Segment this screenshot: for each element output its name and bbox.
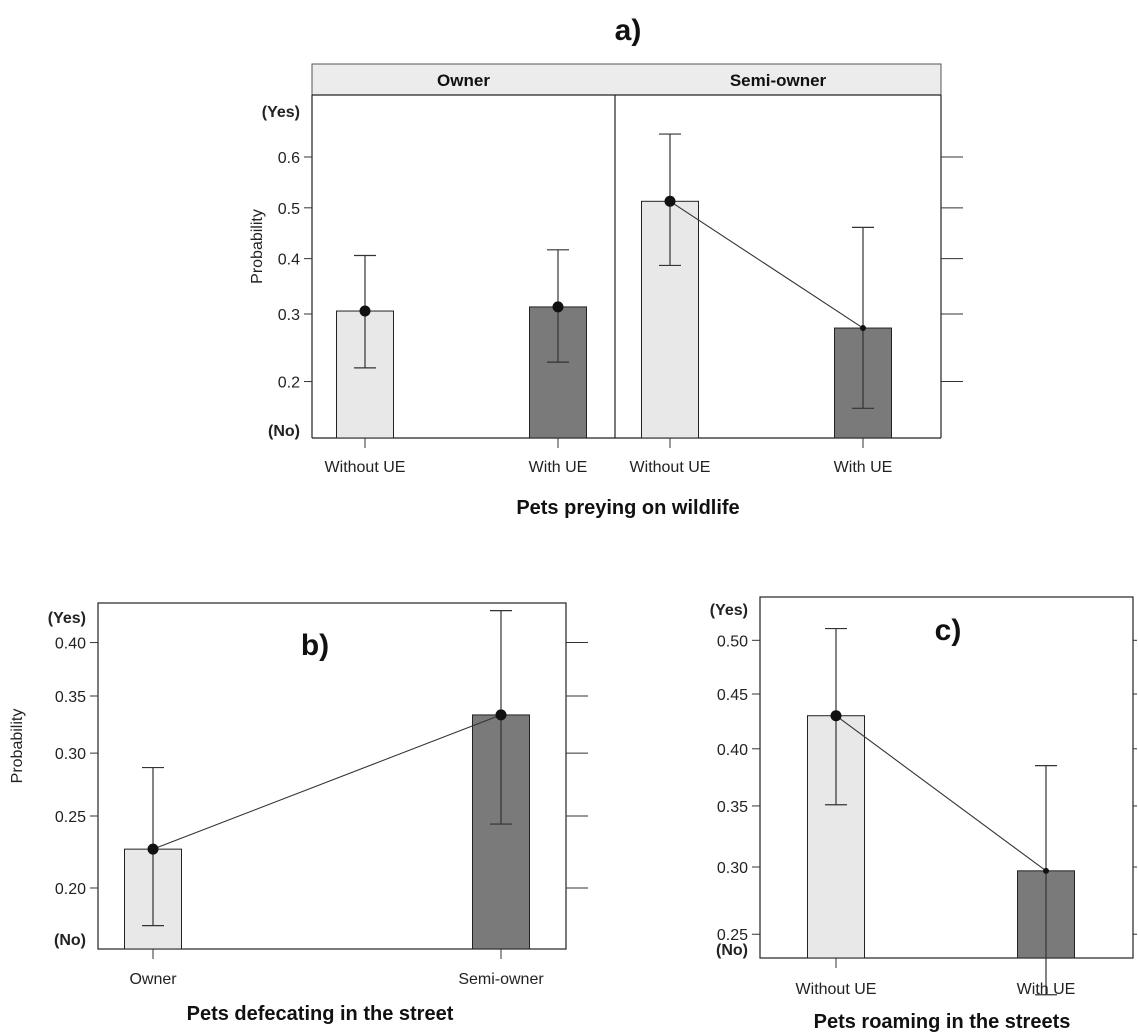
- connector-line: [152, 714, 502, 850]
- y-tick-label: 0.25: [55, 809, 86, 826]
- data-point: [359, 305, 371, 317]
- y-tick-label: 0.30: [717, 860, 748, 877]
- x-tick-label: Without UE: [796, 981, 877, 998]
- data-point: [860, 325, 866, 332]
- x-tick-label: With UE: [834, 459, 893, 476]
- data-point: [495, 709, 507, 721]
- data-point: [147, 843, 159, 855]
- y-tick-label: 0.45: [717, 687, 748, 704]
- y-top-label: (Yes): [48, 610, 86, 627]
- y-axis-title: Probability: [249, 209, 266, 284]
- x-tick-label: Without UE: [630, 459, 711, 476]
- x-axis-title: Pets defecating in the street: [187, 1003, 454, 1025]
- y-tick-label: 0.20: [55, 881, 86, 898]
- connector-line: [835, 715, 1047, 872]
- panel-a: a) Owner Semi-owner 0.2 0.3 0.4 0.5 0.6 (Yes) (No…: [249, 14, 963, 519]
- panel-b: 0.20 0.25 0.30 0.35 0.40 (Yes) (No) Probability…: [9, 602, 588, 1025]
- x-tick-label: Owner: [129, 971, 177, 988]
- panel-c: 0.25 0.30 0.35 0.40 0.45 0.50 (Yes) (No) c) Witho…: [710, 596, 1137, 1033]
- y-tick-label: 0.6: [278, 150, 300, 167]
- x-tick-label: Semi-owner: [458, 971, 544, 988]
- y-tick-label: 0.35: [717, 799, 748, 816]
- y-top-label: (Yes): [262, 104, 300, 121]
- panel-label: a): [615, 14, 642, 47]
- y-bottom-label: (No): [716, 942, 748, 959]
- y-tick-label: 0.40: [55, 636, 86, 653]
- facet-strip: [311, 63, 942, 96]
- x-axis-title: Pets roaming in the streets: [814, 1011, 1071, 1033]
- data-point: [830, 710, 842, 722]
- data-point: [1043, 867, 1049, 874]
- data-point: [664, 195, 676, 207]
- y-tick-label: 0.30: [55, 746, 86, 763]
- y-bottom-label: (No): [268, 423, 300, 440]
- x-tick-label: With UE: [529, 459, 588, 476]
- y-tick-label: 0.5: [278, 201, 300, 218]
- x-tick-label: Without UE: [325, 459, 406, 476]
- facet-label: Semi-owner: [730, 71, 827, 90]
- y-tick-label: 0.4: [278, 252, 300, 269]
- connector-line: [669, 200, 864, 329]
- y-bottom-label: (No): [54, 932, 86, 949]
- y-tick-label: 0.3: [278, 307, 300, 324]
- y-tick-label: 0.40: [717, 742, 748, 759]
- y-tick-label: 0.35: [55, 689, 86, 706]
- plot-frame: [97, 602, 567, 950]
- facet-label: Owner: [437, 71, 490, 90]
- y-tick-label: 0.50: [717, 633, 748, 650]
- plot-frame: [759, 596, 1134, 959]
- data-point: [552, 301, 564, 313]
- y-axis-title: Probability: [9, 709, 26, 784]
- panel-label: c): [935, 614, 962, 647]
- y-tick-label: 0.25: [717, 927, 748, 944]
- x-tick-label: With UE: [1017, 981, 1076, 998]
- y-tick-label: 0.2: [278, 375, 300, 392]
- panel-label: b): [301, 629, 329, 662]
- y-top-label: (Yes): [710, 602, 748, 619]
- x-axis-title: Pets preying on wildlife: [516, 497, 739, 519]
